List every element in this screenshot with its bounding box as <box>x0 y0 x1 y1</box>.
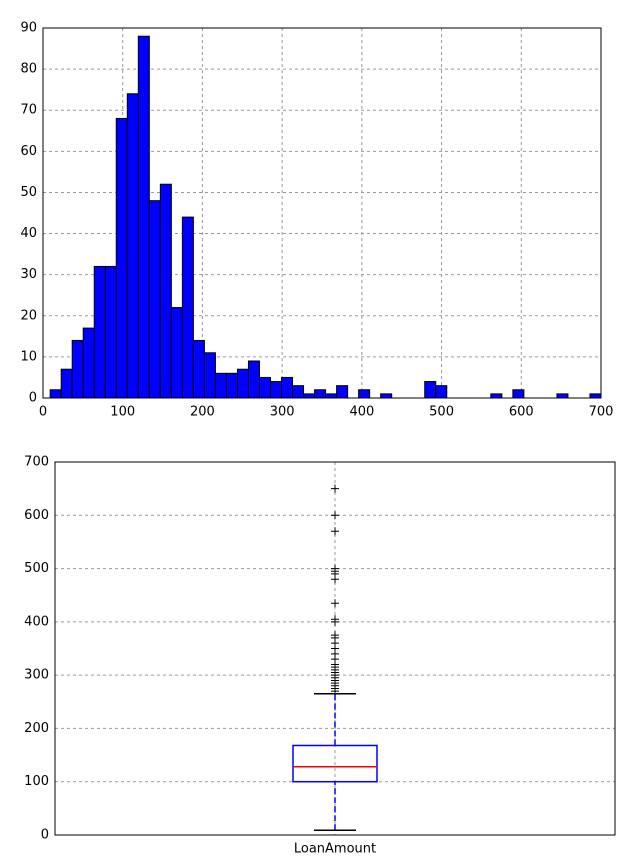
bar <box>258 376 272 399</box>
y-tick-label: 90 <box>20 21 37 36</box>
x-tick-label: 0 <box>39 405 47 420</box>
bar <box>203 352 216 399</box>
x-tick-label: 600 <box>509 405 534 420</box>
bar <box>270 381 283 399</box>
bar <box>49 389 62 399</box>
flier <box>331 615 339 624</box>
flier <box>331 564 339 573</box>
x-tick-label: 100 <box>110 405 135 420</box>
bar <box>325 393 338 399</box>
bar <box>93 265 106 399</box>
y-tick-label: 500 <box>24 561 49 576</box>
y-tick-label: 50 <box>20 185 37 200</box>
bar <box>424 381 437 399</box>
bar <box>159 183 172 399</box>
x-tick-label: 500 <box>429 405 454 420</box>
y-tick-label: 400 <box>24 614 49 629</box>
bar <box>126 93 139 399</box>
flier <box>331 511 339 520</box>
flier <box>331 631 339 640</box>
bar <box>490 393 503 399</box>
plot-frame <box>42 27 602 399</box>
bar <box>115 117 128 399</box>
y-tick-label: 70 <box>20 103 37 118</box>
y-tick-label: 0 <box>29 391 37 406</box>
bar <box>358 389 371 399</box>
plot-frame <box>54 461 616 836</box>
x-tick-label: LoanAmount <box>294 842 376 857</box>
bar <box>181 216 194 399</box>
bar <box>303 393 316 399</box>
bar <box>314 389 327 399</box>
bar <box>292 385 305 399</box>
y-tick-label: 10 <box>20 349 37 364</box>
flier <box>331 599 339 608</box>
y-tick-label: 60 <box>20 144 37 159</box>
bar <box>281 376 294 399</box>
bar <box>170 307 183 399</box>
bar <box>336 385 349 399</box>
y-tick-label: 20 <box>20 308 37 323</box>
y-tick-label: 300 <box>24 668 49 683</box>
flier <box>331 527 339 536</box>
bar <box>82 327 95 399</box>
y-tick-label: 30 <box>20 267 37 282</box>
bar <box>104 265 117 399</box>
box <box>292 744 378 783</box>
bar <box>512 389 525 399</box>
bar <box>60 368 73 399</box>
bar <box>225 372 238 399</box>
y-tick-label: 0 <box>41 828 49 843</box>
y-tick-label: 80 <box>20 62 37 77</box>
bar <box>556 393 569 399</box>
flier <box>331 484 339 493</box>
bar <box>214 372 227 399</box>
bar <box>71 339 84 399</box>
bar <box>137 35 150 399</box>
x-tick-label: 200 <box>190 405 215 420</box>
y-tick-label: 200 <box>24 721 49 736</box>
x-tick-label: 700 <box>589 405 614 420</box>
x-tick-label: 400 <box>349 405 374 420</box>
bar <box>148 200 161 399</box>
bar <box>192 339 205 399</box>
x-tick-label: 300 <box>270 405 295 420</box>
bar <box>247 360 260 399</box>
bar <box>380 393 393 399</box>
bar <box>236 368 249 399</box>
y-tick-label: 100 <box>24 774 49 789</box>
y-tick-label: 600 <box>24 508 49 523</box>
bar <box>589 393 602 399</box>
y-tick-label: 700 <box>24 455 49 470</box>
bar <box>435 385 448 399</box>
y-tick-label: 40 <box>20 226 37 241</box>
